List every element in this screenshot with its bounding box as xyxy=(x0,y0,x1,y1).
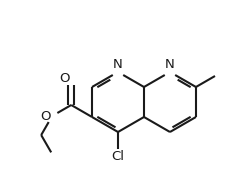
Text: Cl: Cl xyxy=(111,150,124,163)
Text: O: O xyxy=(41,109,51,123)
Text: N: N xyxy=(165,59,175,71)
Text: O: O xyxy=(60,71,70,85)
Text: N: N xyxy=(113,59,123,71)
